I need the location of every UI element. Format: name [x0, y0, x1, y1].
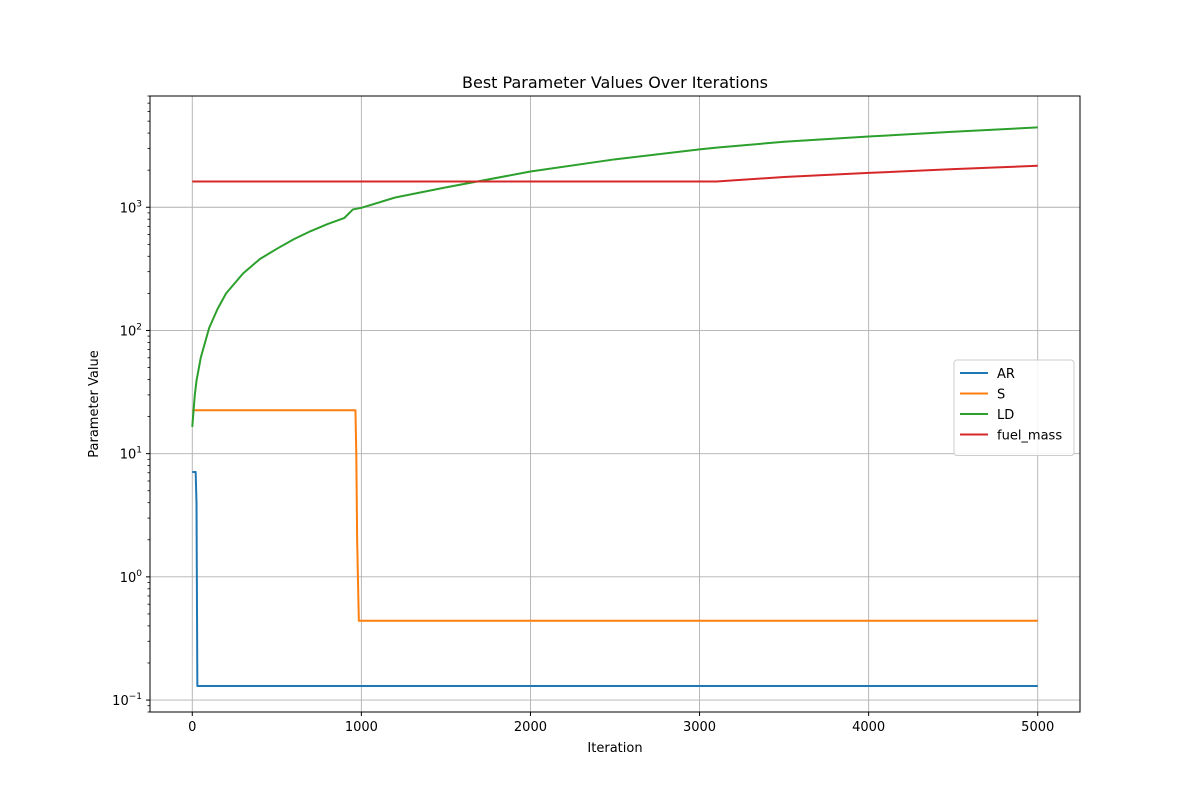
x-tick-label: 4000 [852, 720, 885, 735]
legend-label: fuel_mass [997, 429, 1062, 444]
grid [150, 96, 1080, 712]
x-tick-label: 2000 [514, 720, 547, 735]
legend-label: S [997, 388, 1005, 403]
y-axis-title: Parameter Value [87, 350, 102, 457]
axis-ticks: 0 1000 2000 3000 4000 5000 10−1 100 101 102 103 [112, 95, 1054, 735]
y-tick-label: 101 [120, 446, 142, 463]
y-tick-label: 10−1 [112, 692, 142, 709]
series-line-fuel-mass [192, 164, 1038, 183]
x-tick-label: 5000 [1021, 720, 1054, 735]
series-layer [191, 126, 1038, 688]
y-tick-label: 103 [120, 199, 142, 216]
x-tick-label: 3000 [683, 720, 716, 735]
series-line-ld [191, 126, 1038, 427]
legend-box [953, 359, 1075, 456]
x-tick-label: 0 [188, 720, 196, 735]
series-line-ar [192, 470, 1038, 688]
y-tick-label: 100 [120, 569, 143, 586]
legend-label: AR [997, 367, 1015, 382]
legend: AR S LD fuel_mass [953, 359, 1075, 456]
y-tick-label: 102 [120, 322, 142, 339]
plot-frame [149, 95, 1081, 713]
series-line-s [192, 409, 1038, 622]
chart-title: Best Parameter Values Over Iterations [462, 73, 768, 92]
x-tick-label: 1000 [345, 720, 378, 735]
legend-label: LD [997, 408, 1014, 423]
x-axis-title: Iteration [587, 741, 642, 756]
